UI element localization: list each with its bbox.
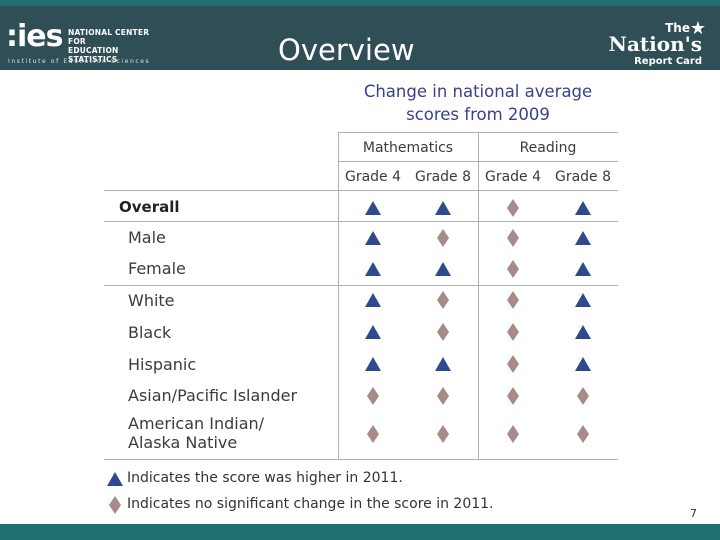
- rule-after-overall: [104, 221, 618, 222]
- diamond-icon: [367, 425, 379, 443]
- diamond-icon: [507, 229, 519, 247]
- diamond-icon: [507, 323, 519, 341]
- triangle-up-icon: [575, 231, 591, 245]
- triangle-up-icon: [365, 231, 381, 245]
- ies-name: NATIONAL CENTER FOR EDUCATION STATISTICS: [68, 28, 156, 64]
- row-label-female: Female: [128, 259, 186, 278]
- diamond-icon: [437, 229, 449, 247]
- table-title-line1: Change in national average: [363, 82, 593, 101]
- diamond-icon: [437, 323, 449, 341]
- grade-header: Grade 8: [554, 169, 612, 185]
- diamond-icon: [577, 387, 589, 405]
- triangle-up-icon: [435, 262, 451, 276]
- triangle-up-icon: [575, 201, 591, 215]
- triangle-up-icon: [365, 262, 381, 276]
- diamond-icon: [109, 496, 121, 514]
- triangle-up-icon: [575, 325, 591, 339]
- nations-report-card-logo: The ★ Nation's Report Card: [609, 18, 712, 70]
- grade-header: Grade 8: [414, 169, 472, 185]
- table-title: Change in national average scores from 2…: [338, 80, 618, 126]
- grade-header: Grade 4: [344, 169, 402, 185]
- triangle-up-icon: [365, 201, 381, 215]
- nrc-report: Report Card: [634, 56, 702, 67]
- subject-mathematics: Mathematics: [362, 140, 454, 156]
- diamond-icon: [507, 260, 519, 278]
- row-label-hispanic: Hispanic: [128, 355, 197, 374]
- diamond-icon: [507, 425, 519, 443]
- table-bottom-rule: [104, 459, 618, 460]
- subject-reading: Reading: [519, 140, 577, 156]
- row-label-line1: American Indian/: [128, 414, 265, 433]
- score-change-table: Change in national average scores from 2…: [104, 76, 618, 460]
- grade-header: Grade 4: [484, 169, 542, 185]
- header-bar: :ies NATIONAL CENTER FOR EDUCATION STATI…: [0, 6, 720, 70]
- triangle-up-icon: [575, 262, 591, 276]
- legend-item-up: Indicates the score was higher in 2011.: [104, 468, 524, 490]
- top-stripe: [0, 0, 720, 6]
- triangle-up-icon: [107, 472, 123, 486]
- row-label-overall: Overall: [119, 198, 180, 216]
- triangle-up-icon: [365, 357, 381, 371]
- bottom-bar: [0, 524, 720, 540]
- row-label-male: Male: [128, 228, 166, 247]
- page-number: 7: [690, 507, 697, 520]
- rule-left: [338, 132, 339, 460]
- nrc-nations: Nation's: [608, 32, 702, 56]
- legend-text-up: Indicates the score was higher in 2011.: [127, 470, 403, 486]
- diamond-icon: [507, 291, 519, 309]
- ies-mark: :ies: [6, 19, 63, 54]
- header-rule-bottom: [104, 190, 618, 191]
- legend-text-same: Indicates no significant change in the s…: [127, 496, 494, 512]
- ies-name-line1: NATIONAL CENTER FOR: [68, 28, 150, 46]
- star-icon: ★: [689, 18, 706, 39]
- triangle-up-icon: [365, 293, 381, 307]
- row-label-american-indian: American Indian/ Alaska Native: [128, 414, 264, 452]
- triangle-up-icon: [575, 357, 591, 371]
- legend-item-same: Indicates no significant change in the s…: [104, 494, 524, 516]
- ies-logo: :ies NATIONAL CENTER FOR EDUCATION STATI…: [6, 20, 156, 70]
- rule-subject-divider: [478, 132, 479, 460]
- diamond-icon: [507, 355, 519, 373]
- triangle-up-icon: [435, 357, 451, 371]
- diamond-icon: [577, 425, 589, 443]
- row-label-asian-pacific-islander: Asian/Pacific Islander: [128, 386, 298, 405]
- ies-subtitle: Institute of Education Sciences: [8, 58, 151, 65]
- table-title-line2: scores from 2009: [406, 105, 550, 124]
- rule-after-gender: [104, 285, 618, 286]
- triangle-up-icon: [575, 293, 591, 307]
- row-label-white: White: [128, 291, 175, 310]
- diamond-icon: [437, 425, 449, 443]
- nrc-the: The: [665, 21, 690, 35]
- diamond-icon: [437, 387, 449, 405]
- ies-name-line2: EDUCATION STATISTICS: [68, 46, 119, 64]
- row-label-line2: Alaska Native: [128, 433, 238, 452]
- triangle-up-icon: [365, 325, 381, 339]
- diamond-icon: [437, 291, 449, 309]
- diamond-icon: [507, 199, 519, 217]
- diamond-icon: [507, 387, 519, 405]
- slide-title: Overview: [278, 33, 415, 67]
- row-label-black: Black: [128, 323, 172, 342]
- diamond-icon: [367, 387, 379, 405]
- triangle-up-icon: [435, 201, 451, 215]
